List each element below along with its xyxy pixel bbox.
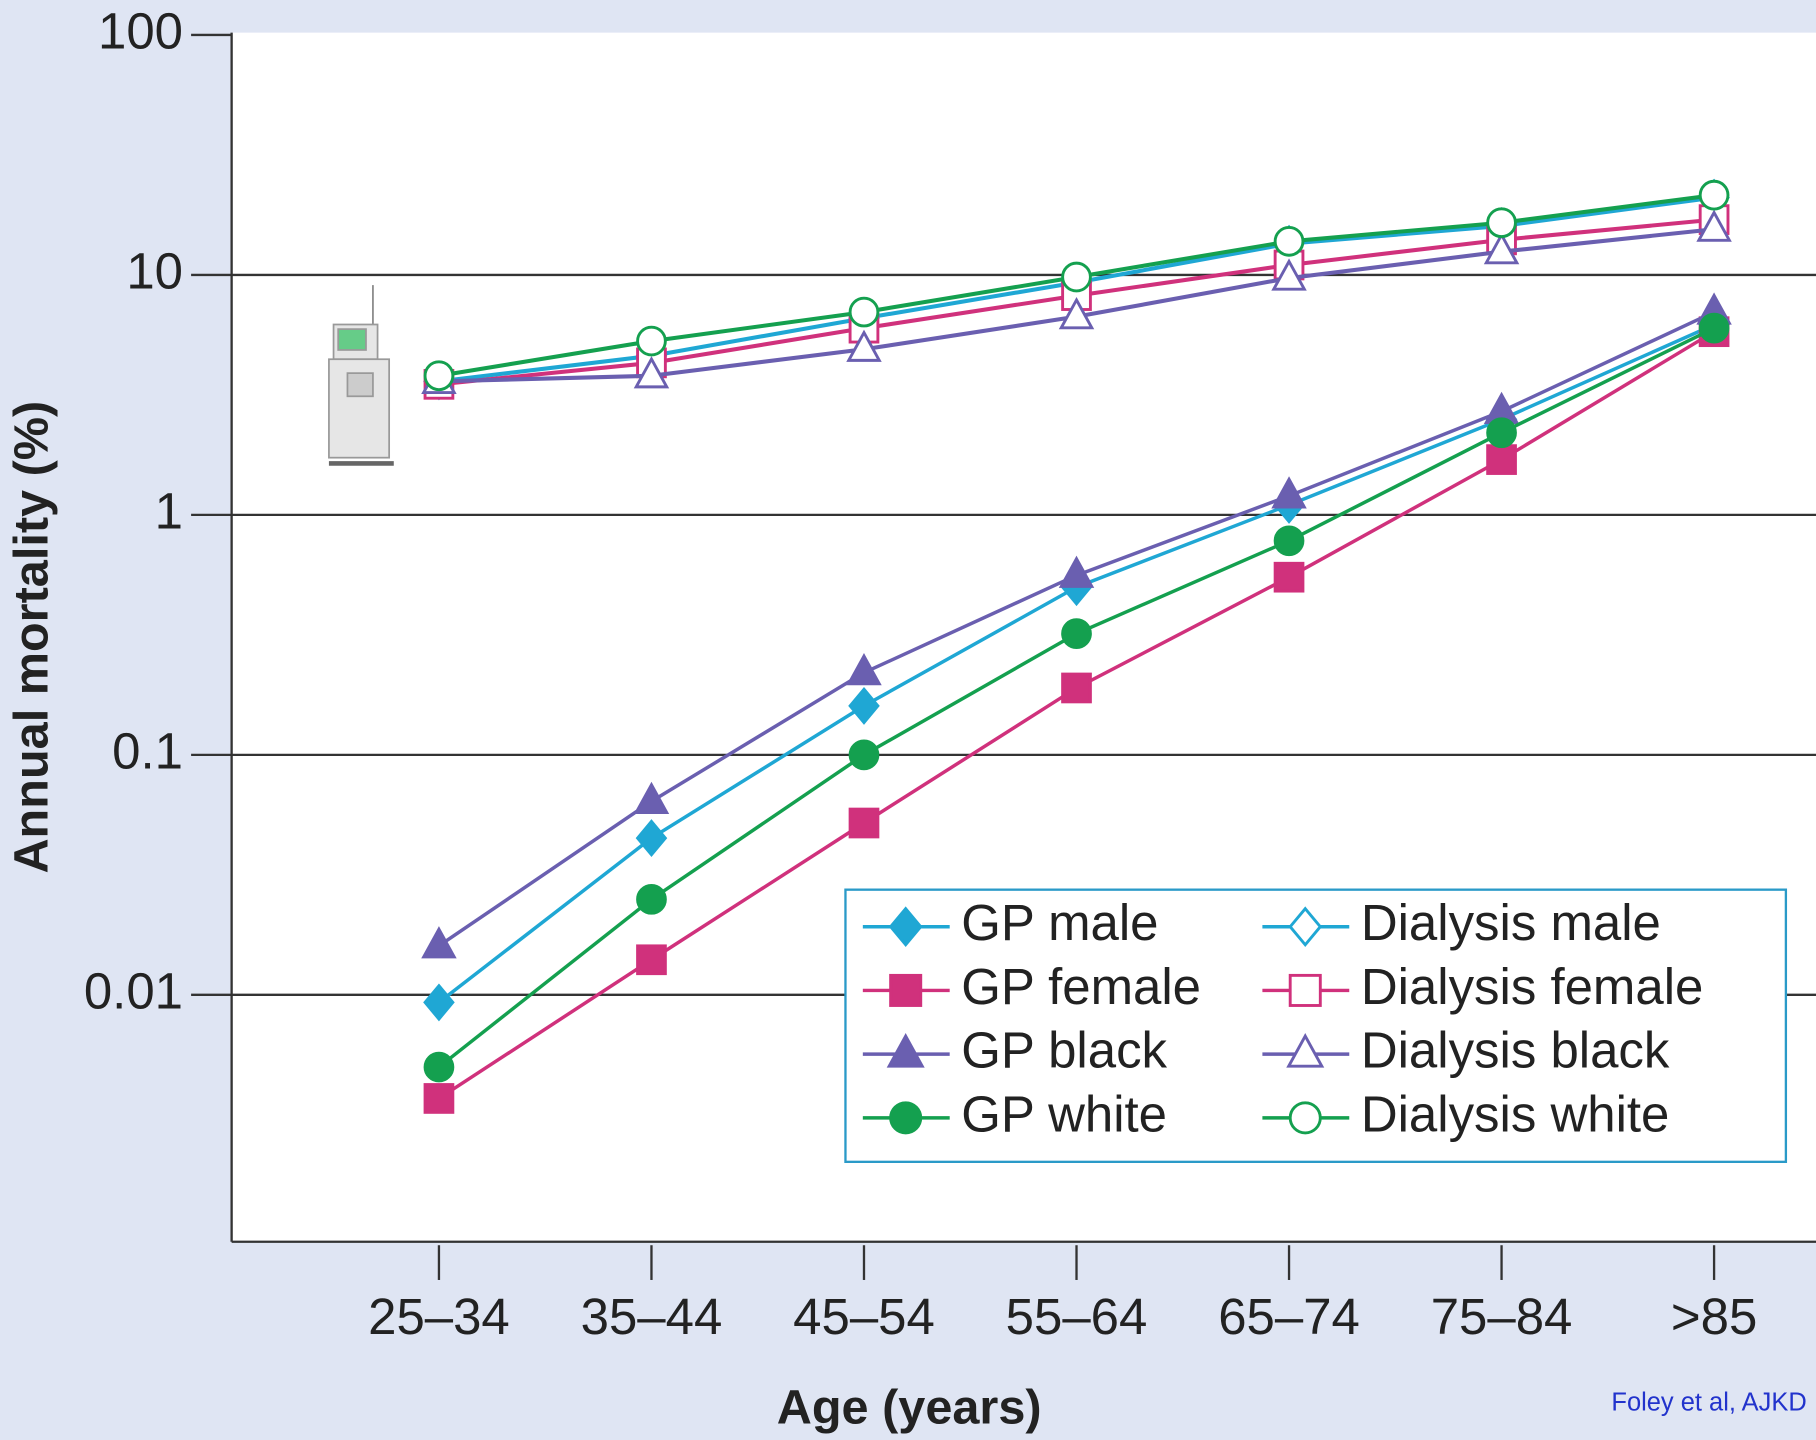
marker xyxy=(1698,312,1730,344)
y-tick-label: 0.01 xyxy=(84,962,183,1019)
marker xyxy=(889,1101,923,1135)
y-tick-label: 1 xyxy=(155,482,183,539)
legend-label: GP white xyxy=(961,1085,1167,1142)
marker xyxy=(886,1033,925,1068)
marker xyxy=(848,296,880,328)
marker xyxy=(1286,1033,1325,1068)
legend-label: GP female xyxy=(961,958,1201,1015)
marker xyxy=(1058,296,1095,330)
marker xyxy=(421,926,457,959)
marker xyxy=(1271,476,1307,509)
marker xyxy=(889,973,923,1007)
legend-label: Dialysis black xyxy=(1361,1022,1670,1079)
legend-label: Dialysis female xyxy=(1361,958,1704,1015)
marker xyxy=(635,819,668,858)
marker xyxy=(848,686,880,725)
marker xyxy=(1288,973,1322,1007)
legend-label: GP male xyxy=(961,894,1158,951)
legend-label: Dialysis male xyxy=(1361,894,1661,951)
marker xyxy=(846,653,882,686)
x-tick-label: >85 xyxy=(1671,1288,1757,1345)
marker xyxy=(423,1083,455,1114)
y-axis-title: Annual mortality (%) xyxy=(5,401,59,874)
marker xyxy=(1486,444,1517,475)
marker xyxy=(1486,207,1517,239)
marker xyxy=(636,944,667,976)
marker xyxy=(1288,1101,1322,1135)
marker xyxy=(1273,561,1305,593)
source-note: Foley et al, AJKD xyxy=(1611,1389,1806,1417)
marker xyxy=(1061,618,1092,649)
marker xyxy=(1696,209,1732,242)
marker xyxy=(1058,555,1095,588)
x-tick-label: 75–84 xyxy=(1431,1288,1573,1345)
marker xyxy=(1273,226,1305,257)
marker xyxy=(1061,672,1092,704)
marker xyxy=(423,983,455,1022)
marker xyxy=(423,1051,455,1083)
legend-label: GP black xyxy=(961,1022,1167,1079)
marker xyxy=(1486,417,1517,449)
x-tick-label: 45–54 xyxy=(793,1288,935,1345)
x-axis-title: Age (years) xyxy=(777,1381,1042,1435)
marker xyxy=(888,906,923,948)
y-tick-label: 10 xyxy=(126,242,183,299)
marker xyxy=(633,356,670,389)
dialysis-machine-icon xyxy=(328,285,394,466)
x-tick-label: 25–34 xyxy=(368,1288,510,1345)
marker xyxy=(1273,525,1305,557)
marker xyxy=(636,883,667,915)
x-tick-label: 55–64 xyxy=(1006,1288,1148,1345)
y-tick-label: 100 xyxy=(98,2,183,59)
marker xyxy=(633,781,670,814)
marker xyxy=(636,325,667,357)
marker xyxy=(1271,258,1307,291)
legend-label: Dialysis white xyxy=(1361,1085,1670,1142)
marker xyxy=(846,329,882,362)
marker xyxy=(1698,179,1730,211)
y-tick-label: 0.1 xyxy=(112,722,183,779)
marker xyxy=(1483,231,1520,265)
marker xyxy=(1061,261,1092,293)
x-tick-label: 65–74 xyxy=(1218,1288,1360,1345)
x-tick-label: 35–44 xyxy=(581,1288,723,1345)
marker xyxy=(423,360,455,392)
marker xyxy=(848,807,880,839)
marker xyxy=(1288,906,1323,948)
marker xyxy=(848,739,880,771)
